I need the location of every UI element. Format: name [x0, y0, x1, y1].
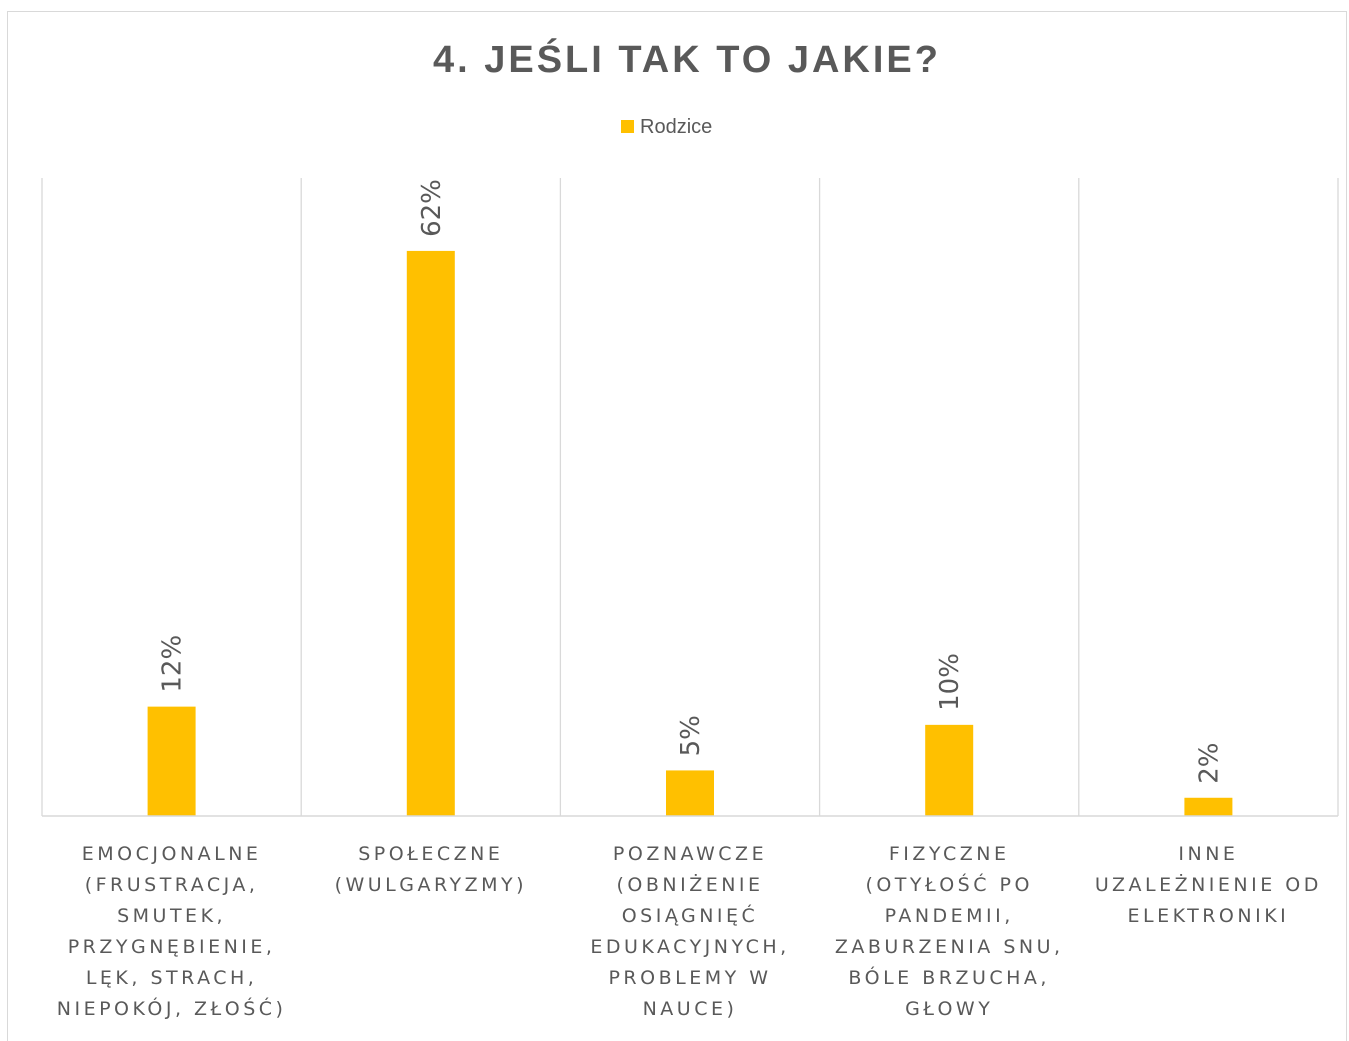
category-label-line: EMOCJONALNE	[82, 843, 262, 865]
category-label-line: GŁOWY	[905, 998, 993, 1020]
category-label-line: NAUCE)	[643, 998, 738, 1020]
chart-frame	[7, 11, 1347, 1041]
category-label-line: FIZYCZNE	[889, 843, 1010, 865]
bars	[147, 250, 1233, 816]
category-label-line: ZABURZENIA SNU,	[835, 936, 1064, 958]
legend-label-rodzice: Rodzice	[640, 116, 712, 138]
category-label-5: INNE UZALEŻNIENIE OD ELEKTRONIKI	[1095, 843, 1322, 927]
bar-2	[406, 250, 455, 816]
category-label-line: PROBLEMY W	[608, 967, 771, 989]
data-label-4: 10%	[935, 653, 965, 711]
data-label-1: 12%	[158, 635, 188, 693]
data-labels: 12% 62% 5% 10% 2%	[158, 179, 1225, 784]
category-label-4: FIZYCZNE (OTYŁOŚĆ PO PANDEMII, ZABURZENIA S…	[835, 843, 1064, 1020]
category-gridlines	[41, 178, 1339, 816]
category-label-2: SPOŁECZNE (WULGARYZMY)	[335, 843, 527, 896]
bar-4	[925, 724, 974, 816]
bar-1	[147, 706, 196, 816]
category-label-line: PANDEMII,	[885, 905, 1014, 927]
category-label-line: (OBNIŻENIE	[616, 873, 763, 896]
bar-5	[1184, 797, 1233, 816]
chart-title: 4. JEŚLI TAK TO JAKIE?	[433, 37, 941, 81]
category-label-line: EDUKACYJNYCH,	[590, 936, 789, 958]
data-label-5: 2%	[1194, 743, 1224, 784]
category-label-3: POZNAWCZE (OBNIŻENIE OSIĄGNIĘĆ EDUKACYJNYCH…	[590, 843, 789, 1020]
category-labels: EMOCJONALNE (FRUSTRACJA, SMUTEK, PRZYGNĘBIE…	[57, 843, 1322, 1020]
category-label-1: EMOCJONALNE (FRUSTRACJA, SMUTEK, PRZYGNĘBIE…	[57, 843, 287, 1020]
category-label-line: POZNAWCZE	[613, 843, 767, 865]
category-label-line: INNE	[1178, 843, 1238, 865]
category-label-line: (FRUSTRACJA,	[85, 874, 259, 896]
category-label-line: NIEPOKÓJ, ZŁOŚĆ)	[57, 996, 287, 1020]
category-label-line: ELEKTRONIKI	[1128, 905, 1290, 927]
category-label-line: SPOŁECZNE	[358, 843, 503, 865]
category-label-line: SMUTEK,	[117, 905, 226, 927]
data-label-2: 62%	[417, 179, 447, 237]
category-label-line: PRZYGNĘBIENIE,	[68, 936, 276, 958]
category-label-line: (WULGARYZMY)	[335, 874, 527, 896]
legend-swatch-rodzice	[621, 120, 634, 133]
bar-3	[666, 770, 714, 816]
data-label-3: 5%	[676, 715, 706, 756]
category-label-line: BÓLE BRZUCHA,	[848, 965, 1050, 989]
category-label-line: (OTYŁOŚĆ PO	[865, 872, 1033, 896]
category-label-line: LĘK, STRACH,	[86, 967, 257, 989]
category-label-line: OSIĄGNIĘĆ	[622, 903, 759, 927]
category-label-line: UZALEŻNIENIE OD	[1095, 873, 1322, 896]
legend: Rodzice	[621, 116, 712, 138]
